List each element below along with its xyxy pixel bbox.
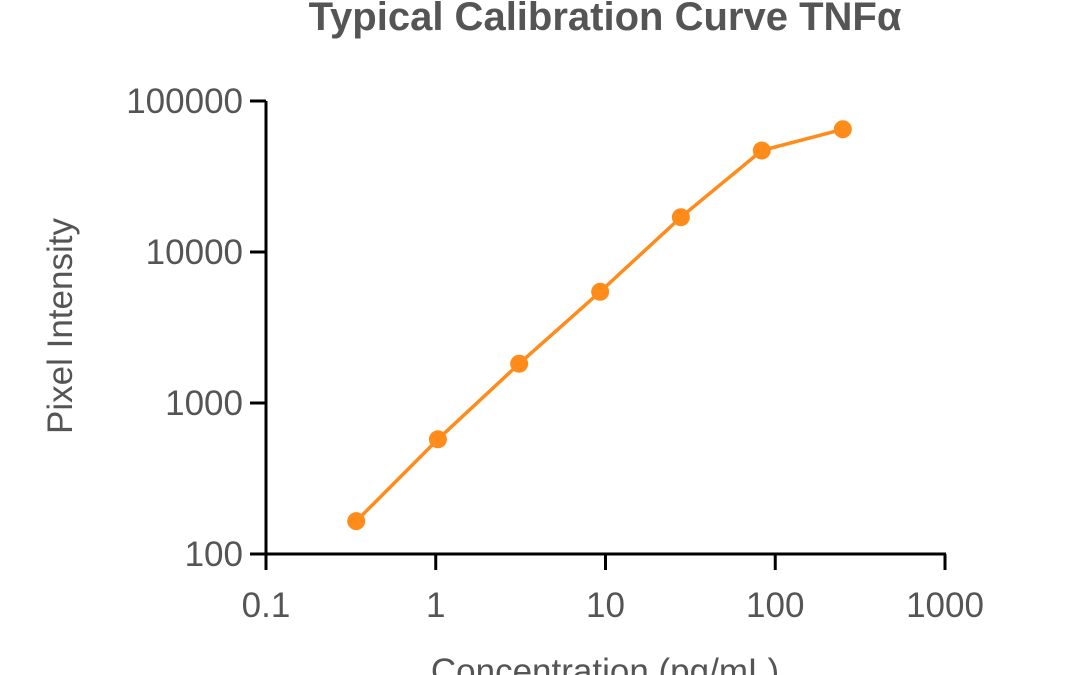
x-axis-ticks: 0.1 1 10 100 1000 — [242, 554, 984, 625]
y-tick-label: 10000 — [146, 233, 243, 272]
data-point — [591, 282, 610, 301]
data-point — [752, 141, 771, 160]
y-axis-label: Pixel Intensity — [41, 218, 80, 434]
y-axis-ticks: 100 1000 10000 100000 — [126, 82, 266, 574]
data-point — [347, 512, 366, 531]
chart-title: Typical Calibration Curve TNFα — [309, 0, 902, 39]
y-tick-label: 100000 — [126, 82, 243, 121]
x-tick-label: 1 — [426, 586, 445, 625]
series-line — [354, 127, 844, 523]
y-tick-label: 100 — [185, 535, 243, 574]
x-tick-label: 10 — [586, 586, 625, 625]
data-point — [671, 208, 690, 227]
x-tick-label: 100 — [746, 586, 804, 625]
series-group — [347, 120, 852, 531]
x-axis-label: Concentration (pg/mL) — [431, 652, 779, 675]
x-tick-label: 0.1 — [242, 586, 291, 625]
data-point — [833, 120, 852, 139]
y-tick-label: 1000 — [165, 384, 243, 423]
x-tick-label: 1000 — [906, 586, 984, 625]
data-point — [428, 430, 447, 449]
data-point — [510, 354, 529, 373]
